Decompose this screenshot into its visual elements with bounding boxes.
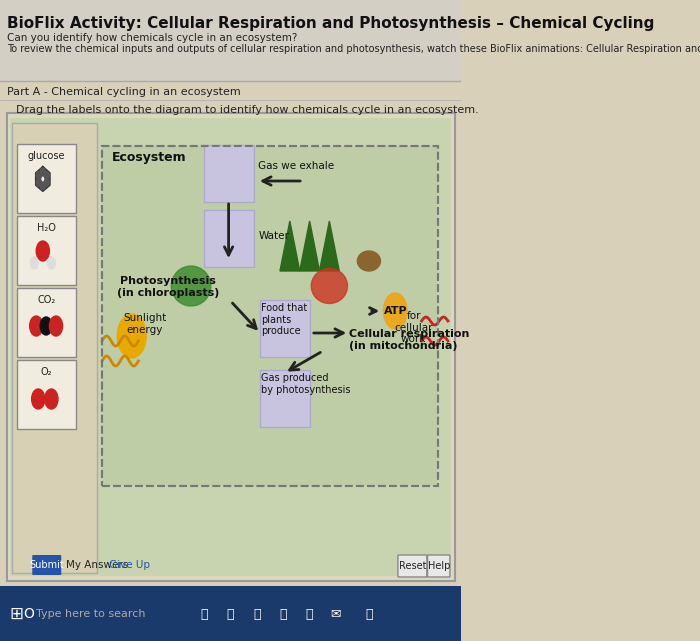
Text: Help: Help xyxy=(428,561,450,571)
Text: Reset: Reset xyxy=(398,561,426,571)
FancyBboxPatch shape xyxy=(32,555,62,575)
FancyBboxPatch shape xyxy=(12,123,97,573)
Text: ⊞: ⊞ xyxy=(10,605,24,623)
Text: Photosynthesis
(in chloroplasts): Photosynthesis (in chloroplasts) xyxy=(117,276,219,297)
FancyBboxPatch shape xyxy=(17,288,76,357)
Text: 📁: 📁 xyxy=(279,608,287,620)
Text: 🔵: 🔵 xyxy=(365,608,372,620)
Circle shape xyxy=(36,178,41,187)
FancyBboxPatch shape xyxy=(204,145,254,202)
Ellipse shape xyxy=(172,266,211,306)
Polygon shape xyxy=(319,221,339,271)
Text: 🔒: 🔒 xyxy=(306,608,314,620)
Ellipse shape xyxy=(358,251,380,271)
Text: O: O xyxy=(23,607,34,621)
Text: for
cellular
work: for cellular work xyxy=(394,311,433,344)
Text: Food that
plants
produce: Food that plants produce xyxy=(261,303,307,336)
Text: glucose: glucose xyxy=(28,151,65,161)
Bar xyxy=(102,146,438,486)
Circle shape xyxy=(44,172,50,179)
Text: ⬜: ⬜ xyxy=(227,608,235,620)
FancyBboxPatch shape xyxy=(0,586,461,641)
Text: 🌐: 🌐 xyxy=(253,608,260,620)
Circle shape xyxy=(29,316,43,336)
Text: Type here to search: Type here to search xyxy=(36,609,146,619)
Text: ATP: ATP xyxy=(384,306,407,316)
FancyBboxPatch shape xyxy=(102,146,438,486)
Text: Water: Water xyxy=(258,231,289,241)
Circle shape xyxy=(118,314,146,358)
Text: Cellular respiration
(in mitochondria): Cellular respiration (in mitochondria) xyxy=(349,329,470,351)
Text: Part A - Chemical cycling in an ecosystem: Part A - Chemical cycling in an ecosyste… xyxy=(6,87,240,97)
FancyBboxPatch shape xyxy=(260,370,310,427)
Ellipse shape xyxy=(312,269,347,303)
Text: Sunlight
energy: Sunlight energy xyxy=(123,313,167,335)
Text: O₂: O₂ xyxy=(41,367,52,377)
Polygon shape xyxy=(280,221,300,271)
Bar xyxy=(102,146,438,486)
Circle shape xyxy=(32,389,45,409)
Text: Give Up: Give Up xyxy=(108,560,150,570)
Circle shape xyxy=(30,257,38,269)
Circle shape xyxy=(36,172,41,179)
Text: BioFlix Activity: Cellular Respiration and Photosynthesis – Chemical Cycling: BioFlix Activity: Cellular Respiration a… xyxy=(6,16,654,31)
Text: Gas we exhale: Gas we exhale xyxy=(258,161,335,171)
Circle shape xyxy=(40,182,46,190)
Circle shape xyxy=(50,316,62,336)
FancyBboxPatch shape xyxy=(398,555,427,577)
FancyBboxPatch shape xyxy=(17,360,76,429)
Text: To review the chemical inputs and outputs of cellular respiration and photosynth: To review the chemical inputs and output… xyxy=(6,44,700,54)
FancyBboxPatch shape xyxy=(260,300,310,357)
Text: My Answers: My Answers xyxy=(66,560,128,570)
FancyBboxPatch shape xyxy=(6,113,454,581)
FancyBboxPatch shape xyxy=(17,216,76,285)
FancyBboxPatch shape xyxy=(17,144,76,213)
Circle shape xyxy=(36,241,50,261)
Text: H₂O: H₂O xyxy=(37,223,56,233)
Text: CO₂: CO₂ xyxy=(37,295,55,305)
Text: Ecosystem: Ecosystem xyxy=(112,151,187,164)
Text: Submit: Submit xyxy=(29,560,64,570)
Circle shape xyxy=(48,257,55,269)
FancyBboxPatch shape xyxy=(204,210,254,267)
Text: ✉: ✉ xyxy=(330,608,341,620)
FancyBboxPatch shape xyxy=(428,555,450,577)
Circle shape xyxy=(44,178,50,187)
Circle shape xyxy=(40,168,46,176)
Text: 🎤: 🎤 xyxy=(200,608,208,620)
Text: Can you identify how chemicals cycle in an ecosystem?: Can you identify how chemicals cycle in … xyxy=(6,33,297,43)
Circle shape xyxy=(40,317,52,335)
Text: Gas produced
by photosynthesis: Gas produced by photosynthesis xyxy=(261,373,351,395)
FancyBboxPatch shape xyxy=(0,0,461,81)
Text: Drag the labels onto the diagram to identify how chemicals cycle in an ecosystem: Drag the labels onto the diagram to iden… xyxy=(17,105,480,115)
Circle shape xyxy=(45,389,58,409)
Circle shape xyxy=(384,293,407,329)
Polygon shape xyxy=(300,221,319,271)
FancyBboxPatch shape xyxy=(10,118,452,576)
